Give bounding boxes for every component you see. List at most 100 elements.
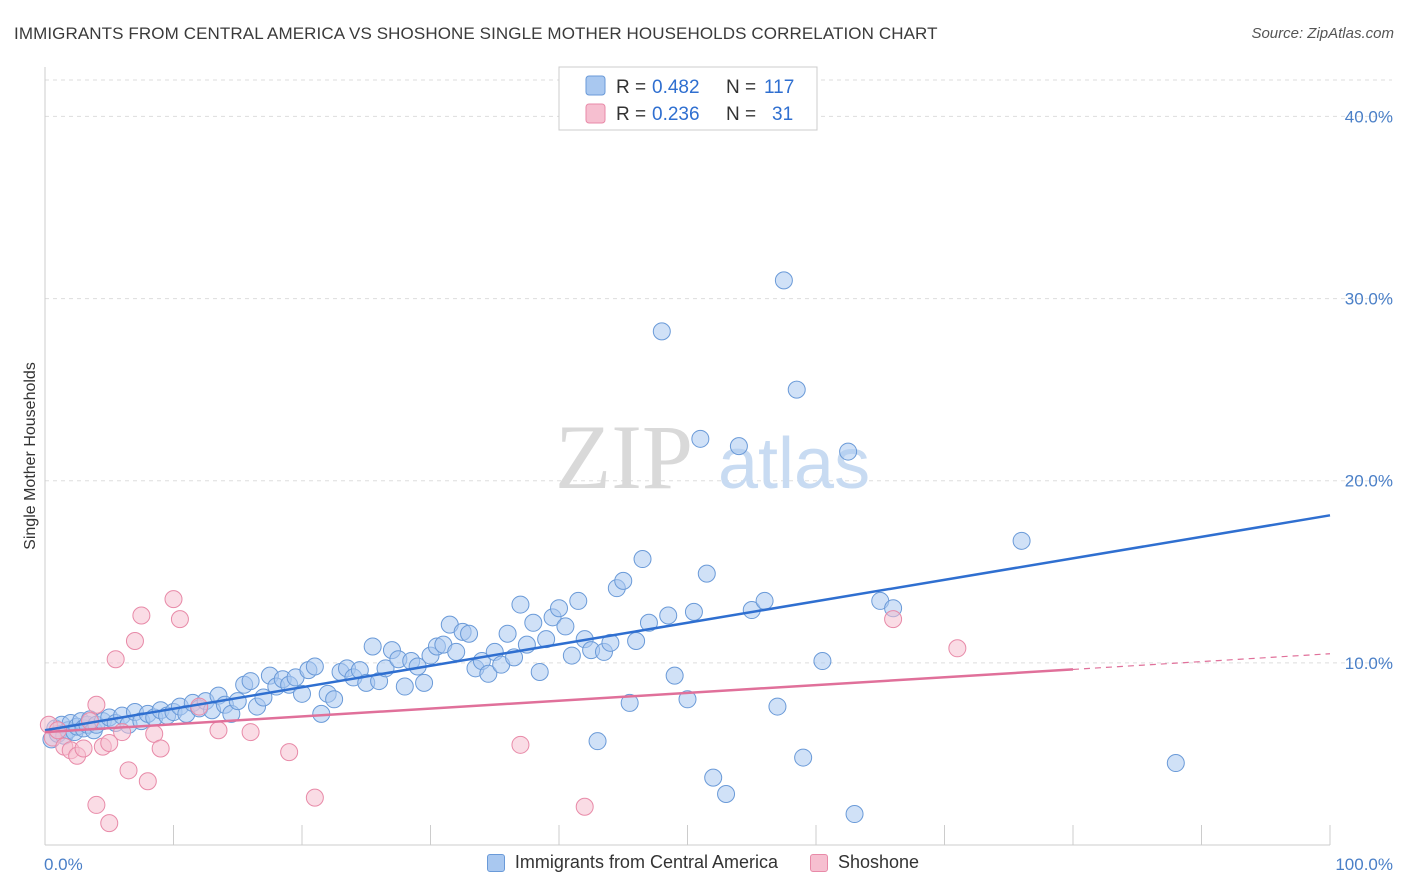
data-point: [305, 657, 324, 676]
legend-n-value-2: 31: [772, 104, 793, 125]
grid-lines: [45, 79, 1392, 664]
legend-swatch-shoshone: [810, 853, 828, 872]
source-credit: Source: ZipAtlas.com: [1251, 25, 1394, 42]
data-point: [633, 550, 652, 569]
data-point: [170, 610, 189, 629]
data-point: [556, 617, 575, 636]
data-point: [87, 695, 106, 714]
y-tick-label: 10.0%: [1345, 654, 1393, 673]
data-point: [138, 772, 157, 791]
data-point: [100, 734, 119, 752]
data-point: [627, 632, 646, 650]
data-point: [164, 590, 183, 609]
legend-swatch-pink: [585, 103, 606, 124]
data-point: [562, 646, 581, 665]
legend-n-label-2: N =: [726, 104, 756, 125]
legend-swatch-blue: [585, 75, 606, 96]
data-point: [460, 624, 479, 643]
data-point: [325, 690, 344, 709]
data-point: [678, 690, 697, 709]
data-point: [363, 637, 382, 656]
y-tick-labels: 10.0% 20.0% 30.0% 40.0%: [1345, 107, 1393, 672]
data-point: [884, 610, 903, 629]
legend-r-value-2: 0.236: [652, 104, 700, 125]
legend-n-value-1: 117: [764, 77, 794, 98]
data-point: [839, 442, 858, 461]
data-point: [620, 693, 639, 712]
watermark-atlas: atlas: [718, 424, 870, 504]
data-point: [704, 768, 723, 787]
data-point: [684, 602, 703, 621]
data-point: [280, 743, 299, 762]
data-point: [511, 735, 530, 754]
data-point: [125, 632, 144, 650]
data-point: [1012, 531, 1031, 550]
data-point: [813, 652, 832, 671]
y-tick-label: 20.0%: [1345, 472, 1393, 491]
legend-box: R = 0.482 N = 117 R = 0.236 N = 31: [558, 66, 818, 131]
trend-lines: [44, 514, 1331, 734]
bottom-legend: Immigrants from Central America Shoshone: [0, 852, 1406, 873]
data-point: [691, 429, 710, 448]
data-point: [774, 271, 793, 290]
data-point: [87, 795, 106, 814]
data-point: [569, 591, 588, 610]
legend-r-value-1: 0.482: [652, 77, 700, 98]
data-point: [794, 748, 813, 767]
data-point: [228, 692, 247, 711]
data-point: [106, 650, 125, 669]
data-point: [588, 732, 607, 751]
data-point: [498, 624, 517, 643]
data-point: [479, 664, 498, 683]
y-axis-label: Single Mother Households: [22, 362, 39, 550]
trend-line-solid: [44, 668, 1074, 734]
data-point: [132, 606, 151, 625]
data-point: [659, 606, 678, 625]
data-point: [697, 564, 716, 583]
watermark: ZIP atlas: [555, 406, 870, 508]
data-point: [524, 613, 543, 632]
data-point: [241, 723, 260, 742]
data-point: [241, 672, 260, 691]
data-point: [151, 739, 170, 758]
data-point: [74, 739, 93, 758]
legend-label-shoshone: Shoshone: [838, 852, 920, 872]
legend-r-label-1: R =: [616, 77, 646, 98]
watermark-zip: ZIP: [555, 406, 693, 508]
data-point: [511, 595, 530, 614]
data-point: [787, 380, 806, 399]
y-tick-label: 30.0%: [1345, 290, 1393, 309]
data-point: [575, 797, 594, 816]
data-point: [305, 788, 324, 807]
data-point: [119, 761, 138, 780]
x-tick-labels: 0.0% 100.0%: [44, 855, 1393, 874]
data-point: [447, 642, 466, 661]
x-tick-label-min: 0.0%: [44, 855, 83, 874]
y-tick-label: 40.0%: [1345, 107, 1393, 126]
x-tick-label-max: 100.0%: [1335, 855, 1393, 874]
data-point: [530, 662, 549, 681]
data-point: [1166, 754, 1185, 773]
data-point: [293, 684, 311, 703]
legend-r-label-2: R =: [616, 104, 646, 125]
data-point: [768, 697, 787, 716]
axes: [44, 67, 1331, 846]
data-point: [550, 599, 568, 618]
data-point: [415, 673, 434, 692]
series-shoshone-points: [39, 590, 967, 833]
legend-label-immigrants: Immigrants from Central America: [514, 852, 778, 872]
data-point: [100, 814, 119, 833]
legend-item-immigrants: Immigrants from Central America: [486, 852, 778, 873]
chart-title: IMMIGRANTS FROM CENTRAL AMERICA VS SHOSH…: [14, 24, 938, 43]
data-point: [652, 322, 671, 341]
legend-item-shoshone: Shoshone: [810, 852, 919, 873]
data-point: [755, 591, 774, 610]
trend-line-dashed: [1072, 653, 1331, 671]
data-point: [601, 633, 620, 652]
data-point: [614, 571, 633, 590]
data-point: [639, 613, 658, 632]
trend-line: [44, 514, 1331, 732]
series-immigrants-points: [42, 271, 1185, 824]
data-point: [209, 721, 228, 740]
